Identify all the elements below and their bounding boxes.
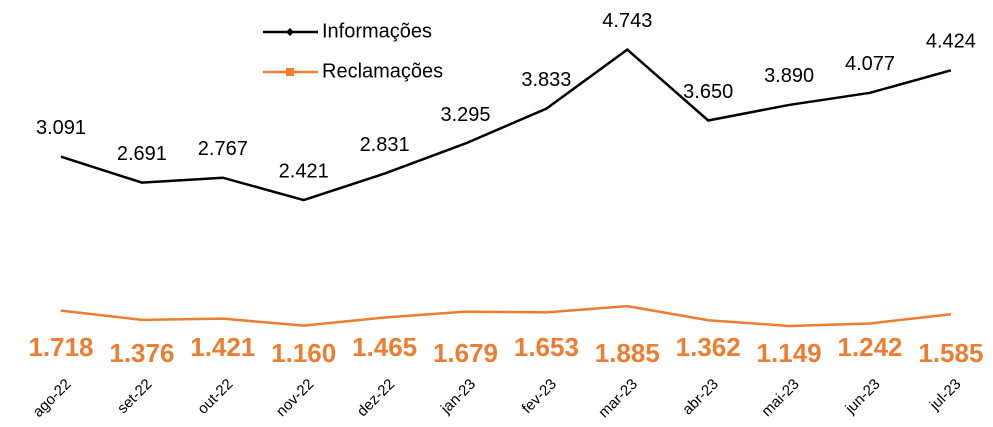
x-tick-label: jun-23 — [841, 376, 883, 418]
x-tick-label: mar-23 — [595, 376, 641, 422]
data-label: 3.295 — [440, 104, 490, 126]
x-tick-label: out-22 — [194, 376, 236, 418]
data-label: 1.679 — [433, 338, 498, 368]
data-label: 1.149 — [757, 338, 822, 368]
data-label: 3.890 — [764, 65, 814, 87]
x-tick-label: jul-23 — [926, 376, 965, 415]
legend-marker — [286, 68, 294, 76]
data-label: 1.421 — [190, 332, 255, 362]
x-tick-label: nov-22 — [273, 376, 317, 420]
data-label: 1.465 — [352, 332, 417, 362]
data-label: 3.833 — [521, 69, 571, 91]
data-label: 2.421 — [279, 160, 329, 182]
data-label: 2.691 — [117, 143, 167, 165]
x-tick-label: ago-22 — [30, 376, 75, 421]
legend-label: Informações — [322, 20, 432, 42]
x-tick-label: fev-23 — [519, 376, 561, 418]
series-line — [60, 48, 952, 202]
legend-marker — [286, 28, 294, 36]
x-tick-label: set-22 — [114, 376, 156, 418]
data-label: 1.885 — [595, 338, 660, 368]
data-label: 2.831 — [360, 134, 410, 156]
data-label: 1.160 — [271, 338, 336, 368]
x-tick-label: mai-23 — [758, 376, 802, 420]
data-label: 1.718 — [28, 332, 93, 362]
data-label: 2.767 — [198, 138, 248, 160]
data-label: 1.242 — [837, 332, 902, 362]
x-tick-label: abr-23 — [679, 376, 722, 419]
x-tick-label: dez-22 — [354, 376, 398, 420]
series-line — [60, 304, 952, 328]
data-label: 1.362 — [676, 332, 741, 362]
data-label: 1.585 — [918, 338, 983, 368]
data-label: 3.650 — [683, 81, 733, 103]
data-label: 1.653 — [514, 332, 579, 362]
data-label: 4.743 — [602, 10, 652, 32]
x-tick-label: jan-23 — [437, 376, 479, 418]
data-label: 1.376 — [109, 338, 174, 368]
legend-label: Reclamações — [322, 60, 443, 82]
data-label: 4.424 — [926, 31, 976, 53]
data-label: 3.091 — [36, 117, 86, 139]
data-label: 4.077 — [845, 53, 895, 75]
